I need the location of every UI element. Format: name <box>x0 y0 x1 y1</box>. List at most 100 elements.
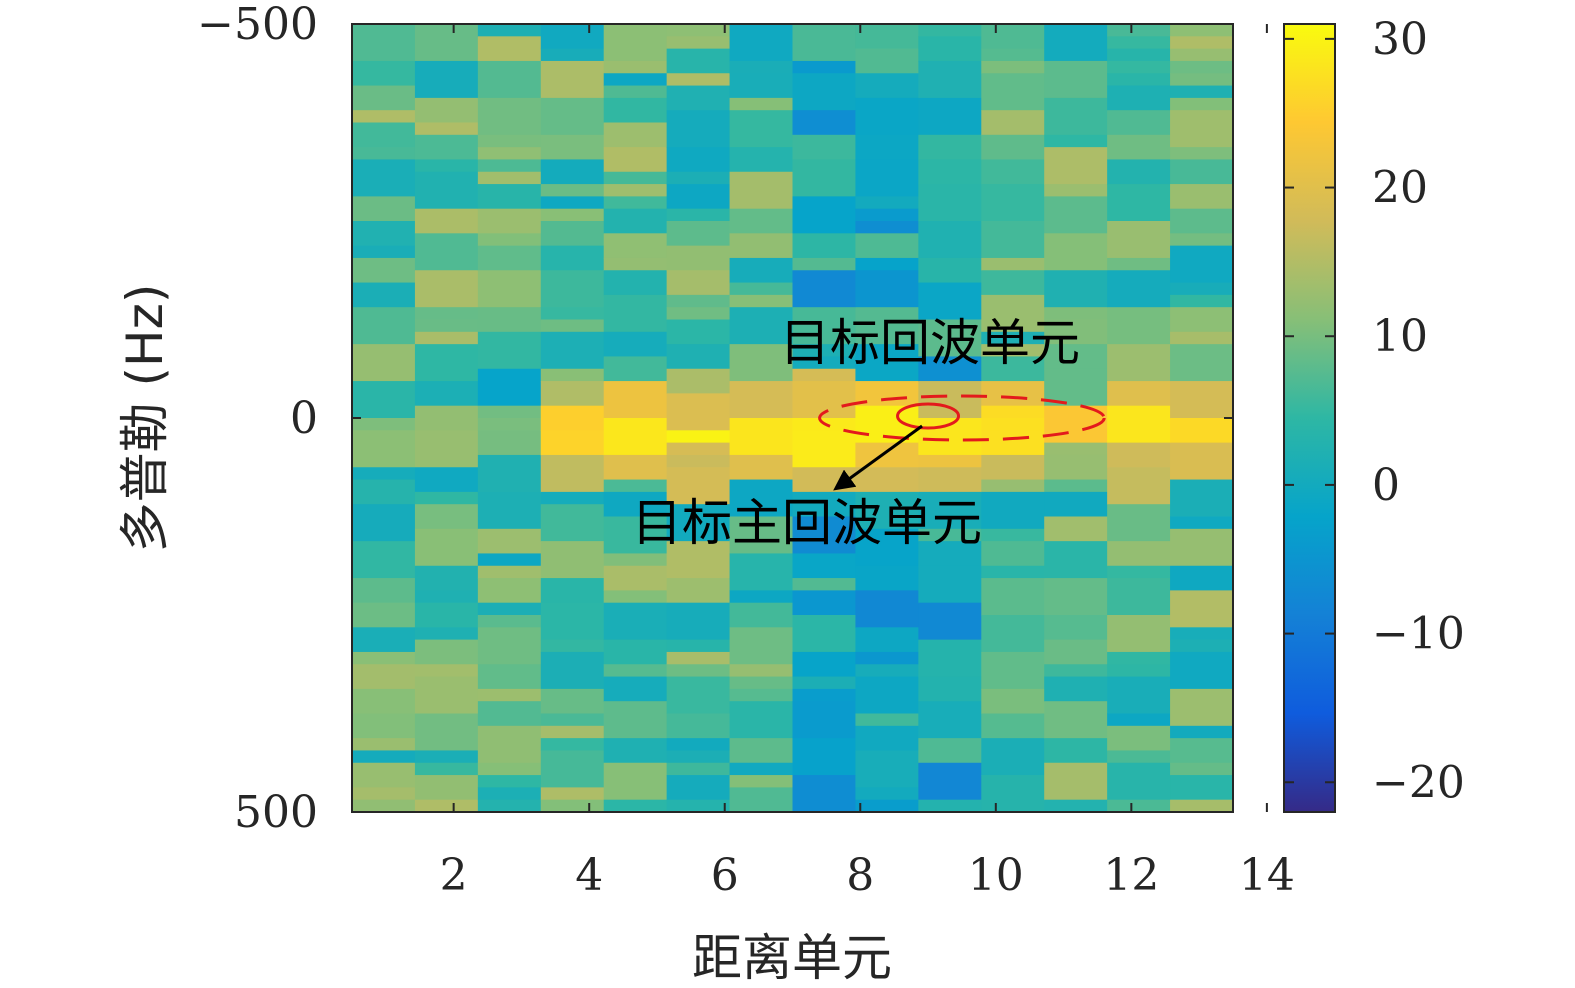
heat-cell <box>352 418 416 431</box>
heat-cell <box>918 602 982 641</box>
heat-cell <box>1044 762 1108 801</box>
heat-cell <box>1170 208 1234 234</box>
heat-cell <box>792 134 857 161</box>
heat-cell <box>352 664 416 690</box>
heat-cell <box>1044 676 1108 702</box>
heat-cell <box>1170 639 1234 653</box>
heat-cell <box>918 36 982 62</box>
heat-cell <box>666 319 731 345</box>
heat-cell <box>729 257 794 284</box>
annotations: 目标回波单元 目标主回波单元 <box>632 314 1106 552</box>
heat-cell <box>1170 60 1234 74</box>
heat-cell <box>981 713 1045 739</box>
heat-cell <box>1044 442 1108 456</box>
heat-cell <box>1170 85 1234 99</box>
heat-cell <box>1107 565 1171 579</box>
heat-cell <box>918 159 982 185</box>
heat-cell <box>540 208 605 222</box>
heat-cell <box>918 639 982 678</box>
heat-cell <box>414 122 479 136</box>
heat-cell <box>981 48 1045 62</box>
heat-cell <box>1170 184 1234 210</box>
heat-cell <box>855 627 919 653</box>
heat-cell <box>792 676 857 690</box>
heat-cell <box>477 24 542 37</box>
heat-cell <box>1170 110 1234 148</box>
heat-cell <box>855 344 919 382</box>
heat-cell <box>414 344 479 382</box>
heat-cell <box>918 491 982 530</box>
heat-cell <box>855 676 919 715</box>
heat-cell <box>792 701 857 739</box>
heat-cell <box>352 787 416 801</box>
heat-cell <box>1044 516 1108 542</box>
heat-cell <box>352 750 416 764</box>
heat-cell <box>666 48 731 74</box>
heat-cell <box>1044 24 1108 62</box>
heat-cell <box>477 775 542 788</box>
heat-cell <box>1107 504 1171 542</box>
heat-cell <box>981 430 1045 456</box>
heat-cell <box>1170 775 1234 801</box>
heat-cell <box>352 110 416 124</box>
heat-cell <box>477 184 542 210</box>
x-tick-label: 8 <box>846 850 874 901</box>
heat-cell <box>540 799 605 813</box>
heat-cell <box>352 713 416 739</box>
heat-cell <box>666 602 731 641</box>
heat-cell <box>477 664 542 690</box>
heat-cell <box>666 504 731 542</box>
heat-cell <box>1170 418 1234 444</box>
heat-cell <box>981 24 1045 50</box>
heat-cell <box>1107 676 1171 715</box>
heat-cell <box>603 418 668 456</box>
heat-cell <box>1107 159 1171 185</box>
heat-cell <box>666 578 731 604</box>
heat-cell <box>603 97 668 124</box>
heat-cell <box>855 233 919 259</box>
heat-cell <box>603 122 668 148</box>
target-echo-ellipse <box>818 394 1106 442</box>
heat-cell <box>540 405 605 431</box>
heat-cell <box>1170 442 1234 481</box>
heat-cell <box>666 73 731 87</box>
heat-cell <box>414 331 479 345</box>
heat-cell <box>666 442 731 456</box>
heat-cell <box>666 294 731 308</box>
heat-cell <box>666 651 731 665</box>
heat-cell <box>981 73 1045 111</box>
heat-cell <box>666 221 731 247</box>
heat-cell <box>729 110 794 148</box>
heat-cell <box>729 602 794 628</box>
x-tick-label: 14 <box>1239 850 1295 901</box>
heat-cell <box>1170 97 1234 111</box>
heat-cell <box>855 270 919 308</box>
heat-cell <box>666 171 731 185</box>
heat-cell <box>981 270 1045 296</box>
heat-cell <box>477 97 542 136</box>
heat-cell <box>477 491 542 530</box>
heat-cell <box>1044 270 1108 308</box>
heat-cell <box>477 688 542 702</box>
heat-cell <box>855 97 919 136</box>
heat-cell <box>666 454 731 468</box>
heat-cell <box>918 257 982 284</box>
heat-cell <box>792 553 857 579</box>
heat-cell <box>981 775 1045 813</box>
heat-cell <box>414 319 479 333</box>
heat-cell <box>477 36 542 62</box>
heat-cell <box>414 590 479 604</box>
heat-cell <box>855 221 919 234</box>
heat-cell <box>666 245 731 271</box>
heat-cell <box>414 467 479 493</box>
heat-cell <box>981 688 1045 715</box>
heat-cell <box>855 491 919 530</box>
heat-cell <box>540 688 605 715</box>
heat-cell <box>352 627 416 653</box>
heat-cell <box>540 725 605 739</box>
heat-cell <box>352 282 416 308</box>
heat-cell <box>477 270 542 308</box>
heat-cell <box>352 762 416 788</box>
heat-cell <box>981 541 1045 567</box>
heat-cell <box>540 196 605 210</box>
